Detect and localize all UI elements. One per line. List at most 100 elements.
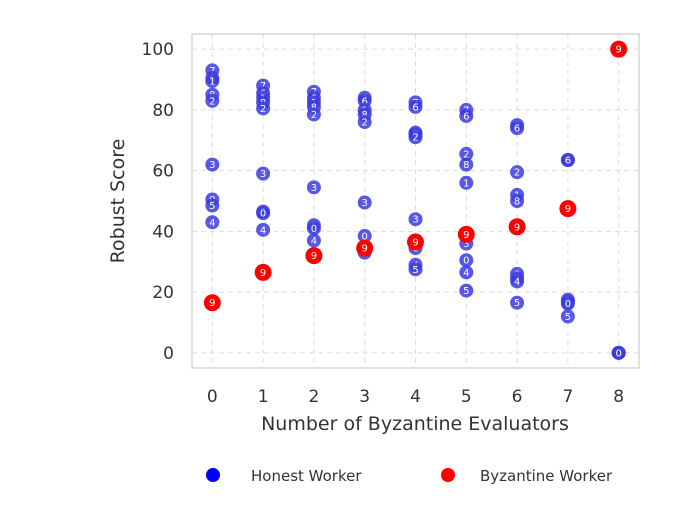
- honest-worker-point: 4: [306, 233, 321, 248]
- point-label: 3: [362, 198, 368, 209]
- honest-worker-point: 5: [408, 262, 423, 277]
- honest-worker-point: 2: [510, 165, 525, 180]
- x-tick-label: 8: [613, 387, 624, 407]
- byzantine-worker-point: 9: [254, 263, 272, 281]
- point-label: 8: [463, 160, 469, 171]
- point-label: 6: [412, 102, 418, 113]
- point-label: 2: [463, 149, 469, 160]
- point-label: 6: [463, 111, 469, 122]
- y-tick-label: 0: [163, 344, 174, 364]
- byzantine-worker-point: 9: [457, 225, 475, 243]
- x-tick-label: 6: [512, 387, 523, 407]
- point-label: 9: [412, 237, 418, 248]
- point-label: 5: [565, 312, 571, 323]
- point-label: 4: [463, 268, 469, 279]
- point-label: 3: [260, 169, 266, 180]
- point-marker: [254, 263, 272, 281]
- honest-worker-point: 8: [459, 157, 474, 172]
- honest-worker-point: 1: [459, 175, 474, 190]
- point-marker: [510, 121, 525, 136]
- point-label: 5: [463, 286, 469, 297]
- point-marker: [508, 218, 526, 236]
- honest-worker-point: 0: [611, 345, 626, 360]
- honest-worker-point: 6: [459, 108, 474, 123]
- point-marker: [408, 212, 423, 227]
- honest-worker-point: 2: [256, 101, 271, 116]
- honest-worker-point: 4: [459, 265, 474, 280]
- point-marker: [256, 101, 271, 116]
- point-marker: [306, 221, 321, 236]
- y-tick-label: 60: [152, 162, 174, 182]
- y-tick-labels: 0 20 40 60 80 100: [142, 40, 174, 364]
- point-label: 2: [311, 110, 317, 121]
- point-marker: [510, 165, 525, 180]
- point-label: 9: [615, 45, 621, 56]
- point-label: 3: [209, 160, 215, 171]
- legend-marker-honest: [206, 468, 220, 482]
- point-marker: [510, 274, 525, 289]
- point-marker: [205, 215, 220, 230]
- byzantine-worker-point: 9: [305, 247, 323, 265]
- point-marker: [408, 130, 423, 145]
- y-tick-label: 20: [152, 283, 174, 303]
- honest-worker-point: 2: [306, 107, 321, 122]
- point-marker: [256, 166, 271, 181]
- honest-worker-point: 4: [256, 222, 271, 237]
- x-tick-label: 3: [359, 387, 370, 407]
- legend-label-honest: Honest Worker: [251, 467, 362, 485]
- honest-worker-point: 5: [510, 295, 525, 310]
- honest-worker-point: 6: [408, 99, 423, 114]
- x-tick-label: 5: [461, 387, 472, 407]
- point-label: 0: [260, 209, 266, 220]
- x-tick-label: 0: [207, 387, 218, 407]
- x-tick-label: 1: [258, 387, 269, 407]
- point-marker: [306, 107, 321, 122]
- honest-worker-point: 0: [306, 221, 321, 236]
- point-marker: [459, 157, 474, 172]
- x-axis-label: Number of Byzantine Evaluators: [261, 413, 569, 435]
- point-marker: [306, 233, 321, 248]
- point-marker: [305, 247, 323, 265]
- point-label: 0: [311, 224, 317, 235]
- y-tick-label: 80: [152, 101, 174, 121]
- byzantine-worker-point: 9: [610, 40, 628, 58]
- honest-worker-point: 5: [459, 283, 474, 298]
- point-label: 6: [514, 124, 520, 135]
- point-marker: [205, 198, 220, 213]
- point-marker: [408, 262, 423, 277]
- point-marker: [459, 283, 474, 298]
- point-label: 0: [463, 256, 469, 267]
- honest-worker-point: 3: [357, 195, 372, 210]
- y-tick-label: 40: [152, 222, 174, 242]
- point-marker: [203, 294, 221, 312]
- x-tick-labels: 0 1 2 3 4 5 6 7 8: [207, 387, 624, 407]
- point-label: 0: [615, 348, 621, 359]
- byzantine-worker-point: 9: [203, 294, 221, 312]
- x-tick-label: 4: [410, 387, 421, 407]
- point-label: 2: [362, 118, 368, 129]
- point-label: 2: [260, 104, 266, 115]
- data-points: 7618230547618235047618235047618230547618…: [203, 40, 628, 360]
- legend: Honest Worker Byzantine Worker: [206, 467, 613, 485]
- honest-worker-point: 3: [306, 180, 321, 195]
- honest-worker-point: 4: [510, 274, 525, 289]
- point-label: 9: [565, 204, 571, 215]
- point-label: 9: [260, 268, 266, 279]
- point-marker: [256, 222, 271, 237]
- point-marker: [408, 99, 423, 114]
- point-marker: [560, 309, 575, 324]
- point-label: 9: [463, 230, 469, 241]
- point-marker: [357, 228, 372, 243]
- point-marker: [459, 175, 474, 190]
- point-marker: [205, 157, 220, 172]
- point-marker: [560, 296, 575, 311]
- point-marker: [306, 180, 321, 195]
- honest-worker-point: 0: [256, 206, 271, 221]
- honest-worker-point: 8: [510, 194, 525, 208]
- point-marker: [357, 115, 372, 130]
- point-marker: [256, 206, 271, 221]
- point-label: 5: [412, 265, 418, 276]
- honest-worker-point: 1: [205, 74, 220, 89]
- honest-worker-point: 3: [205, 157, 220, 172]
- point-label: 4: [260, 225, 266, 236]
